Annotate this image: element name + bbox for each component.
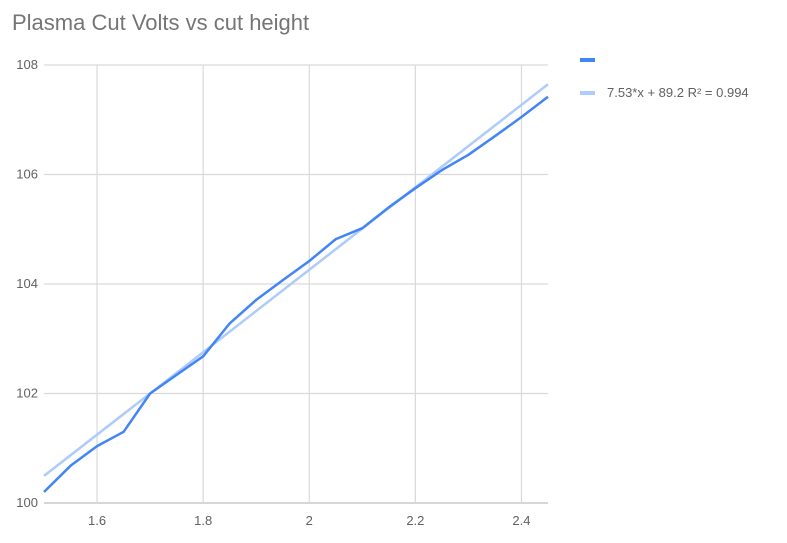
legend-label: 7.53*x + 89.2 R² = 0.994 <box>607 85 749 100</box>
y-tick-label: 102 <box>16 386 38 401</box>
y-tick-label: 108 <box>16 57 38 72</box>
y-tick-label: 106 <box>16 167 38 182</box>
legend-item-trendline: 7.53*x + 89.2 R² = 0.994 <box>580 85 749 100</box>
y-tick-label: 104 <box>16 276 38 291</box>
x-tick-label: 2.4 <box>512 513 530 528</box>
trendline <box>43 83 549 477</box>
legend-item-series <box>580 58 607 62</box>
x-tick-label: 2 <box>306 513 313 528</box>
series-line <box>43 95 549 493</box>
x-tick-label: 2.2 <box>406 513 424 528</box>
chart-title: Plasma Cut Volts vs cut height <box>12 10 310 35</box>
y-tick-label: 100 <box>16 495 38 510</box>
legend-swatch <box>580 90 595 95</box>
x-tick-label: 1.8 <box>194 513 212 528</box>
x-tick-label: 1.6 <box>88 513 106 528</box>
legend-swatch <box>580 58 595 62</box>
